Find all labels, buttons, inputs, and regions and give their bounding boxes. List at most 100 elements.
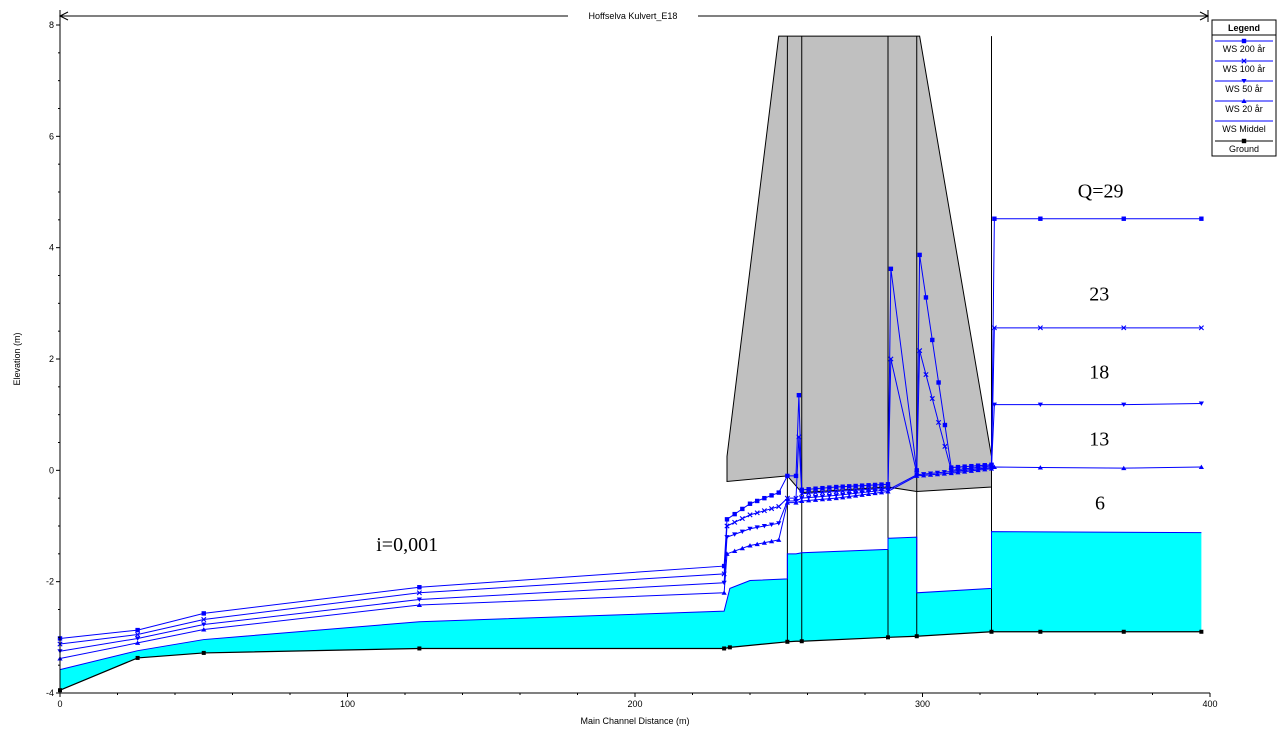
series-point (754, 510, 760, 516)
series-point (969, 463, 974, 469)
series-point (793, 500, 799, 505)
series-point (991, 464, 997, 469)
series-point (761, 540, 767, 545)
series-point (988, 466, 995, 471)
series-point (201, 627, 207, 632)
legend-swatch-marker (1241, 79, 1247, 84)
ground-point (1038, 629, 1043, 634)
series-5 (59, 531, 1202, 671)
series-point (776, 521, 782, 526)
series-point (975, 467, 981, 473)
series-point (982, 467, 988, 472)
series-point (923, 295, 929, 300)
series-point (872, 490, 878, 496)
series-point (721, 590, 727, 595)
series-point (796, 434, 802, 440)
series-point (921, 472, 927, 478)
legend-swatch-marker (1241, 138, 1247, 144)
series-point (846, 484, 852, 489)
series-point (417, 585, 422, 590)
series-layer (57, 216, 1204, 671)
series-point (796, 392, 802, 398)
series-point (819, 496, 826, 502)
series-point (934, 471, 941, 477)
series-point (1198, 325, 1204, 331)
annotation-layer: Q=29 23 18 13 6 i=0,001 (376, 181, 1123, 556)
series-point (739, 515, 745, 522)
ground-point (799, 639, 804, 644)
series-point (840, 488, 846, 494)
y-tick-label: 0 (49, 465, 54, 475)
series-line (59, 531, 1202, 671)
series-point (853, 483, 858, 489)
series-point (962, 464, 967, 469)
series-point (840, 494, 846, 500)
series-point (917, 348, 923, 354)
legend-entry-label: WS Middel (1222, 124, 1266, 134)
series-point (739, 529, 745, 534)
series-point (732, 511, 737, 517)
y-tick-label: -4 (46, 688, 54, 698)
series-point (846, 494, 852, 499)
series-point (991, 325, 997, 331)
legend: Legend WS 200 år WS 100 år WS 50 år WS 20 år… (1211, 19, 1277, 157)
series-point (968, 468, 974, 473)
series-point (888, 356, 894, 362)
reach-label: Hoffselva Kulvert_E18 (589, 11, 678, 21)
series-point (768, 506, 775, 512)
series-point (754, 541, 760, 547)
ground-layer (58, 629, 1204, 693)
series-point (799, 496, 805, 501)
series-point (865, 491, 872, 496)
series-point (776, 490, 781, 495)
series-point (724, 517, 730, 522)
ground-point (135, 655, 140, 660)
series-point (942, 443, 948, 449)
series-point (806, 497, 812, 503)
series-point (135, 627, 140, 633)
series-point (135, 640, 141, 645)
series-point (853, 493, 859, 498)
series-point (936, 419, 942, 426)
series-point (768, 522, 775, 528)
series-point (879, 482, 884, 487)
series-point (761, 508, 767, 514)
y-tick-label: -2 (46, 577, 54, 587)
series-point (955, 464, 961, 470)
y-axis-title: Elevation (m) (12, 332, 22, 385)
axes-layer: -4 -2 0 2 4 6 8 0 100 200 300 400 Main Channel Dista… (12, 20, 1218, 726)
series-point (806, 495, 812, 501)
annotation-label: Q=29 (1078, 181, 1124, 203)
series-point (833, 495, 839, 501)
series-point (859, 492, 865, 497)
series-point (1037, 325, 1043, 331)
series-point (785, 473, 790, 479)
series-point (927, 472, 934, 477)
legend-swatch-marker (1241, 98, 1247, 103)
series-point (872, 482, 878, 488)
series-point (930, 337, 935, 343)
series-point (859, 483, 865, 488)
series-point (866, 483, 871, 488)
series-point (949, 465, 954, 470)
series-2 (57, 325, 1204, 647)
series-point (1121, 402, 1127, 408)
culvert-layer (726, 35, 992, 642)
series-point (1199, 216, 1204, 221)
legend-swatch-marker (1241, 38, 1247, 44)
series-point (1037, 465, 1043, 470)
ground-point (201, 650, 206, 655)
series-point (840, 484, 845, 489)
series-point (812, 490, 819, 496)
series-point (834, 484, 839, 490)
series-point (806, 487, 811, 492)
ground-point (417, 646, 422, 651)
series-point (813, 486, 818, 491)
series-point (776, 537, 782, 542)
series-point (819, 494, 826, 499)
annotation-label: 13 (1089, 428, 1109, 450)
x-tick-label: 0 (57, 699, 62, 709)
y-tick-label: 4 (49, 243, 54, 253)
series-point (826, 493, 832, 499)
series-point (827, 485, 832, 490)
